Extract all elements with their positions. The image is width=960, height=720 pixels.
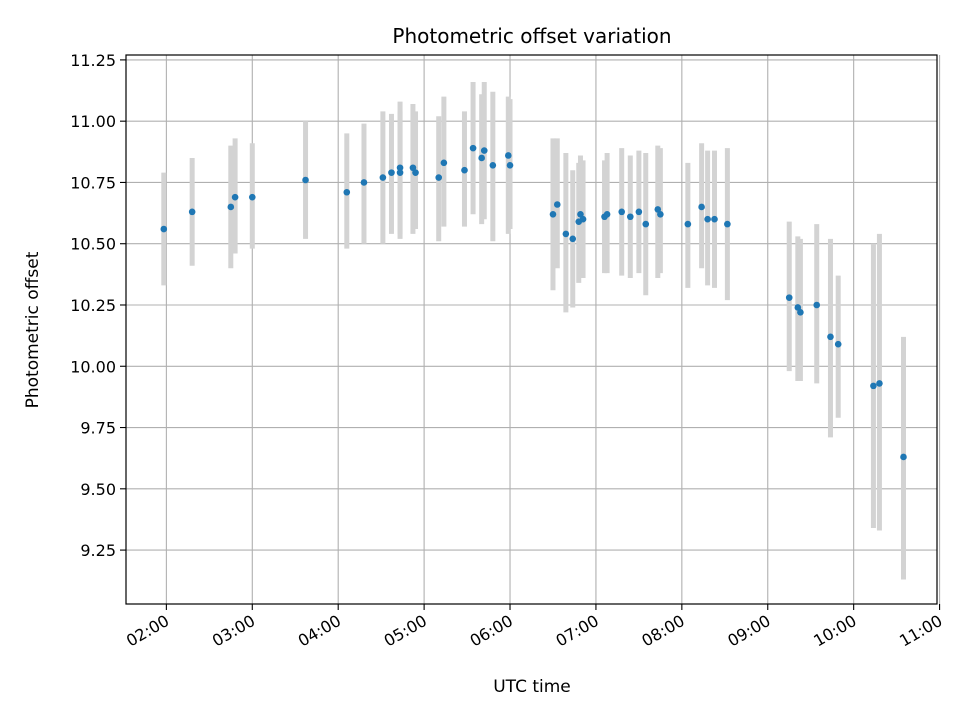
y-tick-label: 10.75 xyxy=(70,173,116,192)
data-point xyxy=(248,193,256,201)
data-point xyxy=(569,235,577,243)
data-point xyxy=(642,220,650,228)
data-point xyxy=(409,164,417,172)
y-tick-label: 10.50 xyxy=(70,235,116,254)
data-point xyxy=(388,169,395,176)
data-points xyxy=(160,144,907,461)
data-point xyxy=(396,164,404,172)
data-point xyxy=(440,159,448,167)
data-point xyxy=(870,382,877,390)
data-point xyxy=(834,340,842,348)
data-point xyxy=(188,208,196,216)
y-axis-title: Photometric offset xyxy=(23,251,43,408)
data-point xyxy=(900,453,907,461)
data-point xyxy=(657,211,664,218)
data-point xyxy=(360,179,368,186)
data-point xyxy=(618,208,626,216)
data-point xyxy=(379,174,387,181)
y-tick-label: 11.00 xyxy=(70,112,116,131)
y-tick-label: 9.75 xyxy=(80,419,116,438)
data-point xyxy=(505,152,512,159)
y-tick-label: 9.50 xyxy=(80,480,116,499)
data-point xyxy=(549,211,557,218)
x-axis-title: UTC time xyxy=(493,677,571,697)
data-point xyxy=(412,169,419,176)
data-point xyxy=(231,193,239,201)
data-point xyxy=(626,213,634,221)
data-point xyxy=(724,220,731,228)
data-point xyxy=(654,206,662,213)
data-point xyxy=(506,161,514,169)
data-point xyxy=(698,203,705,211)
data-point xyxy=(579,215,587,223)
data-point xyxy=(461,166,468,174)
data-point xyxy=(711,215,718,223)
data-point xyxy=(227,203,235,211)
y-tick-label: 11.25 xyxy=(70,51,116,70)
plot-frame xyxy=(125,54,938,605)
data-point xyxy=(343,188,351,196)
data-point xyxy=(562,230,570,238)
grid xyxy=(126,55,941,604)
data-point xyxy=(684,220,692,228)
data-point xyxy=(435,174,443,181)
data-point xyxy=(704,215,711,223)
data-point xyxy=(160,225,168,233)
data-point xyxy=(876,380,883,387)
data-point xyxy=(603,211,611,218)
data-point xyxy=(785,294,793,301)
y-tick-label: 10.25 xyxy=(70,296,116,315)
chart-title: Photometric offset variation xyxy=(392,24,671,48)
y-tick-label: 9.25 xyxy=(80,541,116,560)
data-point xyxy=(302,176,309,184)
data-point xyxy=(577,211,584,218)
data-point xyxy=(489,161,497,169)
data-point xyxy=(553,201,561,208)
data-point xyxy=(797,309,804,316)
y-tick-label: 10.00 xyxy=(70,357,116,376)
data-point xyxy=(794,304,802,311)
data-point xyxy=(478,154,485,162)
data-point xyxy=(813,301,821,309)
data-point xyxy=(827,333,834,341)
data-point xyxy=(396,169,404,176)
data-point xyxy=(469,144,477,152)
data-point xyxy=(480,147,488,154)
data-point xyxy=(635,208,643,216)
